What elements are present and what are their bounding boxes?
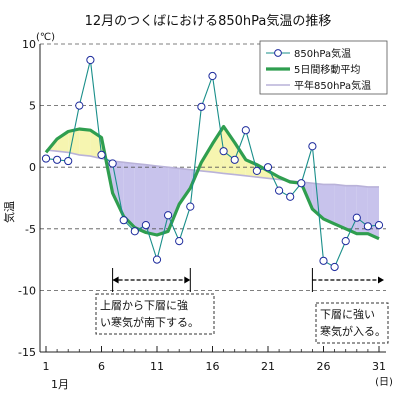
y-tick-label: 0 — [29, 161, 36, 174]
data-point — [252, 166, 261, 175]
y-tick-label: 10 — [22, 38, 36, 51]
anomaly-fill-segment — [212, 126, 224, 174]
data-point — [363, 222, 372, 231]
data-point — [119, 216, 128, 225]
anomaly-fill-segment — [323, 184, 335, 224]
x-tick-label: 21 — [261, 360, 275, 373]
series-line-moving-average — [44, 124, 380, 241]
y-axis-label: 気温 — [2, 201, 16, 223]
data-points — [41, 55, 384, 272]
data-point — [97, 150, 106, 159]
x-label-right: (日) — [375, 377, 393, 388]
data-point — [86, 55, 95, 65]
data-point — [164, 211, 173, 220]
x-tick-label: 26 — [317, 360, 331, 373]
data-point — [308, 142, 317, 151]
annotation-arrowhead — [378, 276, 384, 284]
data-point — [186, 202, 195, 211]
y-tick-label: -10 — [18, 284, 36, 297]
legend-label: 850hPa気温 — [294, 47, 351, 60]
data-point — [341, 237, 350, 246]
data-point — [53, 155, 62, 164]
anomaly-fill-segment — [79, 129, 91, 157]
data-point — [230, 155, 239, 164]
anomaly-fill-segment — [356, 185, 368, 234]
anomaly-fill-segment — [157, 165, 169, 235]
annotation-arrowhead — [184, 276, 191, 284]
data-point — [319, 256, 328, 265]
x-label-left: 1月 — [51, 378, 69, 391]
data-point — [374, 221, 384, 230]
data-point — [41, 154, 51, 163]
data-point — [197, 102, 206, 111]
anomaly-fill-segment — [145, 164, 157, 235]
x-tick-label: 11 — [150, 360, 164, 373]
x-tick-label: 16 — [206, 360, 220, 373]
anomaly-fill-segment — [123, 162, 135, 228]
annotation-1-text: い寒気が南下する。 — [100, 315, 199, 329]
annotation-2-text: 下層に強い — [320, 308, 375, 321]
data-point — [75, 101, 84, 110]
anomaly-fill-segment — [57, 131, 69, 153]
data-point — [64, 156, 73, 166]
legend-label: 平年850hPa気温 — [294, 79, 371, 92]
chart-title: 12月のつくばにおける850hPa気温の推移 — [85, 13, 332, 29]
legend-marker-observed — [274, 49, 282, 57]
x-tick-label: 1 — [43, 360, 50, 373]
y-unit: (℃) — [36, 32, 55, 43]
data-point — [297, 179, 306, 188]
data-point — [219, 147, 228, 156]
anomaly-fill-segment — [179, 168, 191, 205]
data-point — [241, 126, 250, 135]
anomaly-fill-segment — [334, 184, 346, 229]
data-point — [275, 186, 284, 195]
data-point — [286, 192, 295, 201]
annotation-1-box — [95, 293, 215, 335]
anomaly-fill-segment — [345, 185, 357, 234]
y-tick-label: 5 — [29, 100, 36, 113]
x-tick-label: 31 — [372, 360, 386, 373]
anomaly-fill-segment — [134, 163, 146, 233]
data-point — [330, 262, 339, 272]
data-point — [108, 159, 117, 168]
data-point — [141, 221, 150, 230]
data-point — [208, 71, 217, 81]
data-point — [130, 227, 139, 236]
data-point — [263, 163, 273, 172]
anomaly-fill-segment — [367, 186, 379, 239]
legend-label: 5日間移動平均 — [294, 63, 360, 76]
annotation-2-box — [315, 302, 389, 344]
annotation-1-text: 上層から下層に強 — [100, 299, 188, 312]
data-point — [152, 255, 162, 264]
annotation-arrowhead — [112, 276, 119, 284]
x-tick-label: 6 — [98, 360, 105, 373]
y-tick-label: -5 — [25, 223, 36, 236]
annotation-2-text: 寒気が入る。 — [320, 324, 386, 338]
data-point — [175, 237, 184, 246]
y-tick-label: -15 — [18, 346, 36, 359]
data-point — [352, 213, 361, 222]
